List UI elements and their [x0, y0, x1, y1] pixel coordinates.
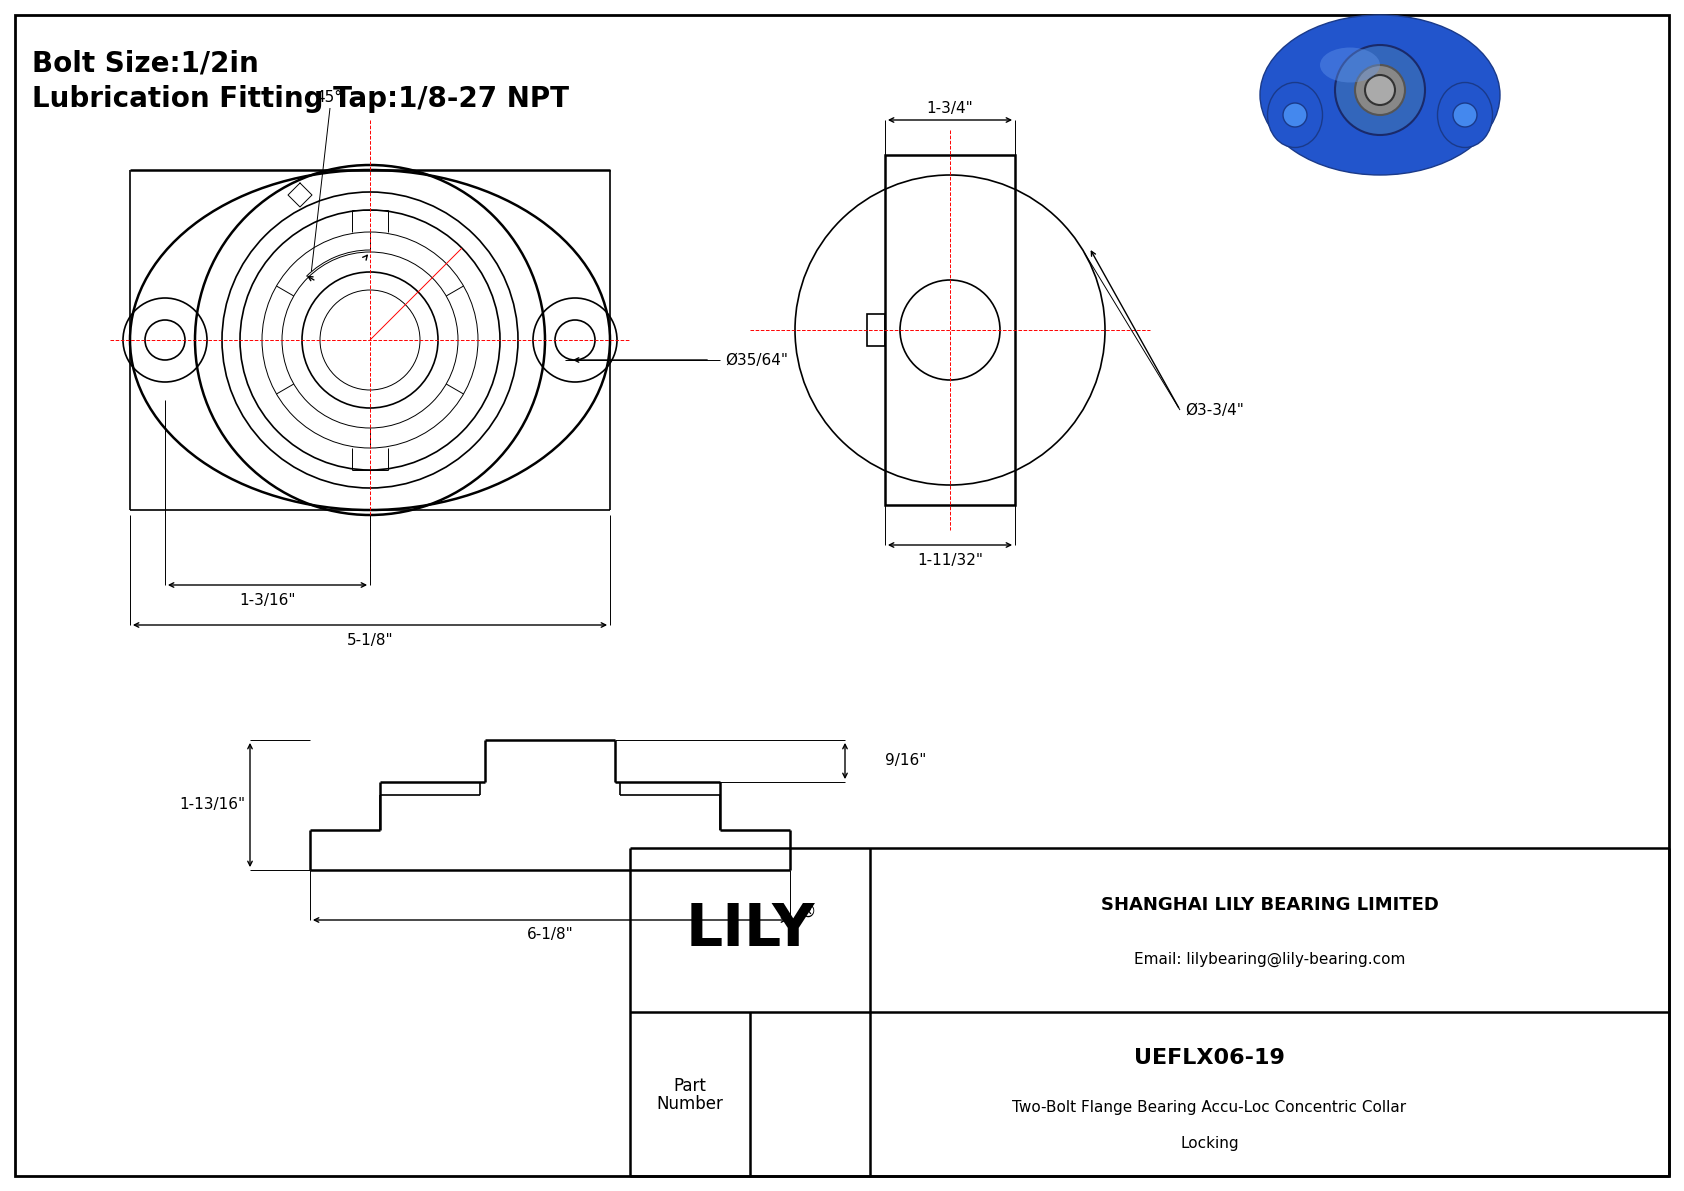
Text: 1-3/4": 1-3/4" [926, 100, 973, 116]
Circle shape [1366, 75, 1394, 105]
Text: Bolt Size:1/2in: Bolt Size:1/2in [32, 50, 259, 77]
Text: 1-3/16": 1-3/16" [239, 592, 296, 607]
Text: Lubrication Fitting Tap:1/8-27 NPT: Lubrication Fitting Tap:1/8-27 NPT [32, 85, 569, 113]
Ellipse shape [1438, 82, 1492, 148]
Text: 45°: 45° [315, 91, 342, 105]
Text: UEFLX06-19: UEFLX06-19 [1133, 1048, 1285, 1068]
Text: 5-1/8": 5-1/8" [347, 632, 394, 648]
Text: SHANGHAI LILY BEARING LIMITED: SHANGHAI LILY BEARING LIMITED [1101, 897, 1438, 915]
Bar [886, 155, 1015, 505]
Circle shape [1356, 66, 1404, 116]
Text: ®: ® [800, 903, 817, 921]
Text: LILY: LILY [685, 902, 815, 959]
Bar [867, 314, 886, 347]
Text: Number: Number [657, 1095, 724, 1114]
Text: 1-11/32": 1-11/32" [918, 553, 983, 567]
Text: Locking: Locking [1180, 1136, 1239, 1151]
Ellipse shape [1260, 15, 1500, 175]
Circle shape [1283, 102, 1307, 127]
Text: Ø35/64": Ø35/64" [726, 353, 788, 368]
Text: 1-13/16": 1-13/16" [179, 798, 244, 812]
Circle shape [1453, 102, 1477, 127]
Text: Email: lilybearing@lily-bearing.com: Email: lilybearing@lily-bearing.com [1133, 952, 1404, 967]
Text: 6-1/8": 6-1/8" [527, 928, 573, 942]
Text: Part: Part [674, 1077, 706, 1095]
Text: Two-Bolt Flange Bearing Accu-Loc Concentric Collar: Two-Bolt Flange Bearing Accu-Loc Concent… [1012, 1099, 1406, 1115]
Text: Ø3-3/4": Ø3-3/4" [1186, 403, 1244, 418]
Text: 9/16": 9/16" [886, 754, 926, 768]
Ellipse shape [1320, 48, 1379, 82]
Ellipse shape [1268, 82, 1322, 148]
Circle shape [1335, 45, 1425, 135]
